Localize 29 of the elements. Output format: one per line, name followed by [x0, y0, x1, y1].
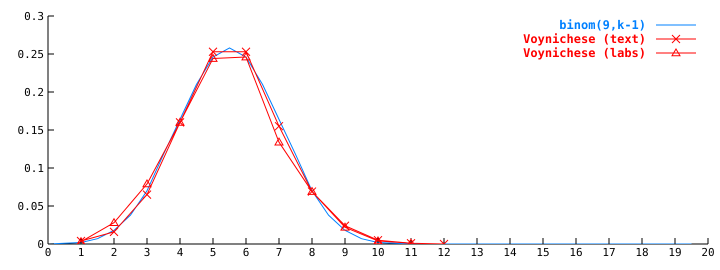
- x-tick-label: 14: [503, 246, 517, 259]
- legend-label: Voynichese (labs): [523, 46, 646, 60]
- x-tick-label: 4: [176, 246, 184, 259]
- x-tick-label: 18: [635, 246, 649, 259]
- y-tick-label: 0.3: [24, 10, 44, 23]
- x-tick-label: 9: [342, 246, 348, 259]
- x-tick-label: 16: [569, 246, 583, 259]
- legend-label: Voynichese (text): [523, 32, 646, 46]
- x-tick-label: 15: [536, 246, 550, 259]
- x-tick-label: 11: [404, 246, 418, 259]
- x-tick-label: 3: [144, 246, 150, 259]
- x-tick-label: 19: [668, 246, 682, 259]
- x-tick-label: 17: [602, 246, 616, 259]
- x-tick-label: 10: [371, 246, 385, 259]
- y-tick-label: 0.2: [24, 86, 44, 99]
- x-tick-label: 7: [276, 246, 282, 259]
- y-tick-label: 0.1: [24, 162, 44, 175]
- y-tick-label: 0.25: [18, 48, 44, 61]
- x-tick-label: 20: [701, 246, 715, 259]
- legend-label: binom(9,k-1): [559, 18, 646, 32]
- x-tick-label: 8: [308, 246, 316, 259]
- x-tick-label: 13: [470, 246, 484, 259]
- x-tick-label: 6: [242, 246, 250, 259]
- x-tick-label: 2: [110, 246, 118, 259]
- y-tick-label: 0.05: [18, 200, 44, 213]
- y-tick-label: 0.15: [18, 124, 44, 137]
- x-tick-label: 5: [210, 246, 216, 259]
- x-tick-label: 12: [437, 246, 451, 259]
- x-tick-label: 1: [78, 246, 84, 259]
